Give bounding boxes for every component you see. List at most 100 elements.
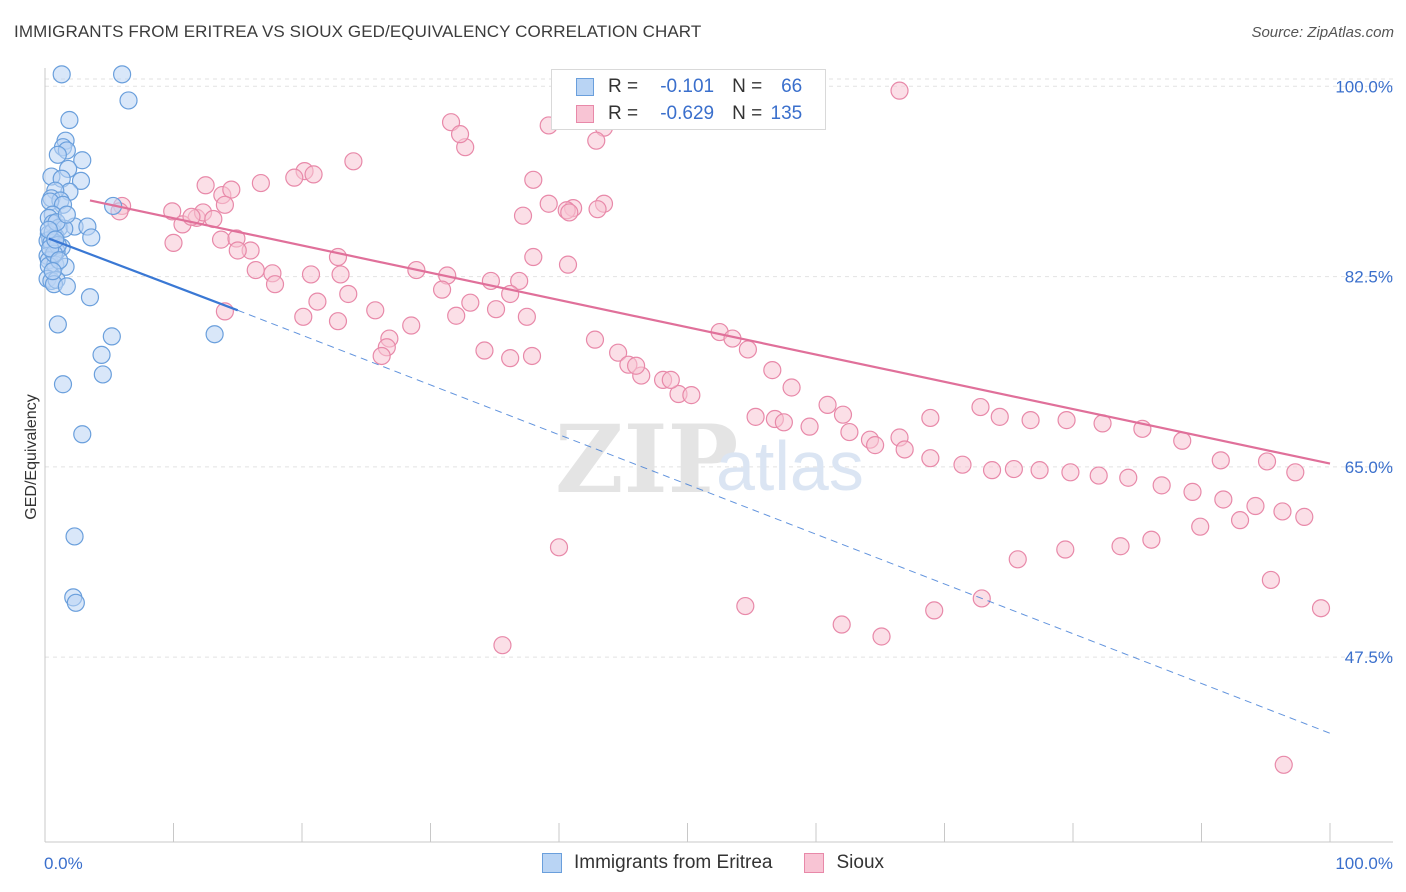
sioux-point — [339, 284, 358, 304]
sioux-point — [265, 275, 285, 294]
sioux-point — [1061, 463, 1080, 482]
sioux-point — [432, 280, 452, 299]
sioux-point — [736, 596, 755, 616]
sioux-point — [1274, 755, 1293, 774]
sioux-point — [774, 413, 793, 432]
sioux-point — [461, 293, 480, 312]
watermark-atlas: atlas — [716, 427, 864, 505]
sioux-point — [517, 307, 536, 326]
eritrea-point — [66, 593, 85, 612]
legend-n-label: N = — [732, 103, 763, 124]
series-legend-sioux[interactable]: Sioux — [804, 852, 884, 874]
sioux-point — [402, 316, 421, 335]
sioux-point — [1191, 517, 1210, 536]
sioux-point — [522, 346, 542, 366]
sioux-point — [609, 343, 628, 362]
legend-swatch-eritrea — [576, 78, 594, 96]
sioux-point — [1261, 570, 1280, 590]
eritrea-point — [71, 171, 91, 191]
sioux-point — [164, 233, 183, 252]
sioux-point — [1273, 502, 1292, 521]
legend-row-eritrea: R = -0.101 N = 66 — [576, 74, 802, 100]
sioux-point — [661, 370, 680, 389]
sioux-point — [344, 152, 363, 171]
sioux-point — [585, 330, 605, 349]
sioux-point — [372, 346, 391, 366]
y-axis-label: GED/Equivalency — [23, 394, 40, 519]
legend-r-value-sioux: -0.629 — [660, 103, 715, 124]
sioux-point — [1056, 540, 1075, 559]
sioux-point — [890, 81, 909, 100]
eritrea-point — [57, 277, 76, 296]
sioux-point — [228, 241, 247, 260]
legend-r-label: R = — [608, 103, 639, 124]
eritrea-point — [82, 228, 101, 247]
sioux-point — [1214, 490, 1233, 509]
sioux-point — [513, 206, 533, 225]
eritrea-point — [43, 262, 62, 281]
sioux-point — [866, 436, 885, 455]
legend-n-value-eritrea: 66 — [781, 76, 803, 97]
sioux-point — [163, 202, 182, 221]
x-tick-label-max: 100.0% — [1335, 854, 1393, 873]
sioux-point — [196, 176, 215, 195]
sioux-point — [587, 131, 606, 150]
eritrea-point — [60, 110, 79, 130]
series-label-eritrea: Immigrants from Eritrea — [574, 852, 773, 873]
sioux-point — [782, 378, 801, 397]
sioux-point — [1057, 411, 1076, 430]
eritrea-trendline — [48, 237, 239, 312]
sioux-point — [1152, 476, 1171, 495]
sioux-point — [971, 397, 990, 417]
sioux-point — [588, 200, 607, 219]
eritrea-point — [112, 65, 132, 84]
sioux-point — [1119, 468, 1138, 487]
sioux-point — [475, 341, 494, 360]
x-tick-label-min: 0.0% — [44, 854, 83, 873]
sioux-point — [251, 173, 270, 193]
sioux-point — [738, 340, 757, 359]
sioux-point — [211, 230, 231, 249]
legend-n-label: N = — [732, 76, 763, 97]
eritrea-point — [73, 151, 92, 170]
sioux-point — [524, 170, 543, 189]
sioux-point — [800, 417, 819, 436]
sioux-point — [501, 349, 520, 368]
sioux-point — [328, 312, 348, 331]
sioux-point — [746, 407, 765, 426]
series-legend-eritrea[interactable]: Immigrants from Eritrea — [542, 852, 772, 874]
legend-r-value-eritrea: -0.101 — [660, 76, 715, 97]
sioux-point — [1211, 451, 1230, 470]
eritrea-point — [53, 375, 73, 394]
sioux-trendline — [89, 199, 1331, 465]
sioux-point — [549, 538, 569, 557]
series-legend: Immigrants from Eritrea Sioux — [542, 852, 916, 874]
sioux-point — [246, 260, 265, 280]
eritrea-point — [205, 325, 224, 344]
sioux-point — [982, 461, 1002, 480]
sioux-point — [450, 125, 470, 144]
eritrea-point — [46, 230, 65, 249]
sioux-point — [990, 407, 1009, 426]
series-label-sioux: Sioux — [836, 852, 885, 873]
sioux-point — [294, 307, 313, 326]
sioux-point — [558, 255, 578, 274]
series-swatch-sioux — [804, 853, 825, 873]
legend-row-sioux: R = -0.629 N = 135 — [576, 101, 802, 127]
sioux-point — [1257, 452, 1277, 471]
sioux-point — [1246, 496, 1265, 516]
sioux-point — [1111, 537, 1130, 556]
sioux-point — [921, 408, 940, 428]
sioux-point — [895, 440, 914, 459]
correlation-legend: R = -0.101 N = 66 R = -0.629 N = 135 — [551, 69, 826, 130]
eritrea-point — [48, 315, 67, 334]
sioux-point — [1311, 599, 1331, 618]
sioux-point — [840, 422, 859, 442]
legend-n-value-sioux: 135 — [770, 103, 803, 124]
sioux-point — [493, 636, 512, 655]
legend-swatch-sioux — [576, 105, 594, 123]
sioux-point — [560, 203, 579, 222]
sioux-point — [539, 194, 558, 213]
sioux-point — [308, 292, 327, 311]
